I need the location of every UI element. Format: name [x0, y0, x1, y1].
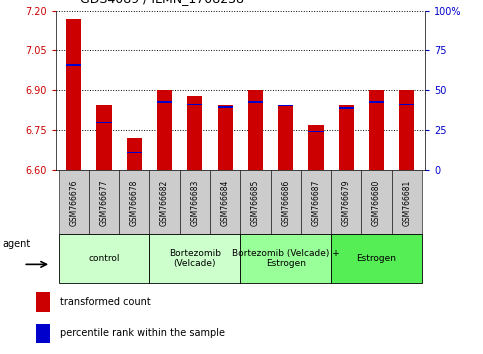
Text: GSM766677: GSM766677	[99, 179, 109, 226]
Text: transformed count: transformed count	[60, 297, 151, 307]
Text: Estrogen: Estrogen	[356, 254, 397, 263]
Bar	[339, 107, 354, 109]
FancyBboxPatch shape	[210, 170, 241, 234]
Bar	[248, 101, 263, 103]
Text: agent: agent	[2, 239, 30, 249]
Text: GDS4089 / ILMN_1708238: GDS4089 / ILMN_1708238	[80, 0, 244, 5]
Text: GSM766686: GSM766686	[281, 179, 290, 226]
FancyBboxPatch shape	[180, 170, 210, 234]
FancyBboxPatch shape	[119, 170, 149, 234]
Bar	[157, 101, 172, 103]
Bar	[309, 131, 324, 132]
Bar	[127, 152, 142, 153]
Text: GSM766681: GSM766681	[402, 179, 412, 226]
FancyBboxPatch shape	[361, 170, 392, 234]
FancyBboxPatch shape	[241, 234, 331, 283]
Bar	[157, 90, 172, 170]
Bar	[399, 104, 414, 105]
FancyBboxPatch shape	[149, 170, 180, 234]
Bar	[217, 105, 233, 170]
Bar	[187, 96, 202, 170]
Bar	[66, 19, 81, 170]
Text: control: control	[88, 254, 120, 263]
FancyBboxPatch shape	[58, 170, 89, 234]
Text: Bortezomib (Velcade) +
Estrogen: Bortezomib (Velcade) + Estrogen	[232, 249, 340, 268]
Text: Bortezomib
(Velcade): Bortezomib (Velcade)	[169, 249, 221, 268]
Text: GSM766680: GSM766680	[372, 179, 381, 226]
Bar	[97, 105, 112, 170]
Bar	[369, 90, 384, 170]
Text: GSM766676: GSM766676	[69, 179, 78, 226]
Bar	[278, 105, 293, 106]
Bar	[339, 105, 354, 170]
FancyBboxPatch shape	[149, 234, 241, 283]
Bar	[248, 90, 263, 170]
Bar	[97, 122, 112, 124]
Bar	[369, 101, 384, 103]
FancyBboxPatch shape	[331, 170, 361, 234]
FancyBboxPatch shape	[392, 170, 422, 234]
Bar	[217, 107, 233, 108]
Text: GSM766683: GSM766683	[190, 179, 199, 226]
FancyBboxPatch shape	[89, 170, 119, 234]
FancyBboxPatch shape	[58, 234, 149, 283]
Text: GSM766684: GSM766684	[221, 179, 229, 226]
FancyBboxPatch shape	[301, 170, 331, 234]
Bar	[127, 138, 142, 170]
FancyBboxPatch shape	[241, 170, 270, 234]
Bar	[309, 125, 324, 170]
Text: GSM766682: GSM766682	[160, 179, 169, 226]
FancyBboxPatch shape	[331, 234, 422, 283]
Text: percentile rank within the sample: percentile rank within the sample	[60, 329, 225, 338]
Bar	[278, 105, 293, 170]
Text: GSM766685: GSM766685	[251, 179, 260, 226]
Text: GSM766678: GSM766678	[130, 179, 139, 226]
Bar	[36, 292, 50, 312]
Bar	[187, 104, 202, 105]
Bar	[36, 324, 50, 343]
Bar	[66, 64, 81, 65]
FancyBboxPatch shape	[270, 170, 301, 234]
Text: GSM766687: GSM766687	[312, 179, 321, 226]
Text: GSM766679: GSM766679	[342, 179, 351, 226]
Bar	[399, 90, 414, 170]
